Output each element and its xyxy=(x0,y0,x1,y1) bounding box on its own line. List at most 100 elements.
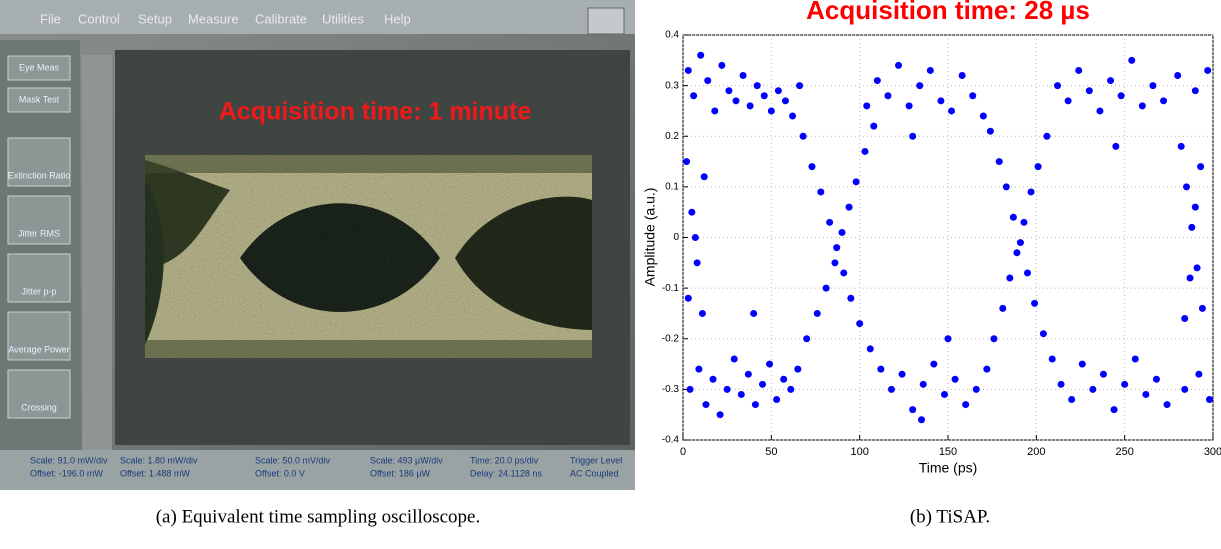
scatter-point xyxy=(1078,360,1086,368)
scatter-point xyxy=(1163,401,1171,409)
scatter-point xyxy=(833,244,841,252)
scatter-point xyxy=(1174,72,1182,79)
scatter-point xyxy=(1177,142,1185,150)
menu-item: Calibrate xyxy=(255,11,307,26)
scatter-point xyxy=(1006,274,1014,282)
scatter-point xyxy=(813,309,821,317)
scatter-point xyxy=(718,61,726,69)
scatter-point xyxy=(1013,249,1021,257)
menu-item: Utilities xyxy=(322,11,364,26)
y-tick-label: 0 xyxy=(673,232,679,243)
scatter-point xyxy=(700,173,708,181)
menu-item: Help xyxy=(384,11,411,26)
status-text: Trigger Level xyxy=(570,455,622,465)
x-axis-label: Time (ps) xyxy=(919,460,978,476)
scatter-point xyxy=(845,203,853,211)
x-tick-label: 50 xyxy=(765,446,777,458)
scatter-point xyxy=(684,66,692,74)
button-label: Eye Meas xyxy=(19,62,60,72)
scatter-point xyxy=(766,360,774,368)
scatter-point xyxy=(817,188,825,196)
button-label: Average Power xyxy=(8,344,69,354)
y-tick-label: 0.4 xyxy=(665,30,679,41)
status-text: Offset: -196.0 mW xyxy=(30,468,103,478)
scatter-point xyxy=(1075,66,1083,74)
scatter-point xyxy=(751,401,759,409)
scatter-point xyxy=(1085,87,1093,95)
scatter-point xyxy=(759,380,766,388)
scatter-point xyxy=(870,122,878,130)
scatter-point xyxy=(898,370,906,378)
scatter-point xyxy=(838,228,846,236)
scatter-point xyxy=(1054,82,1062,90)
scatter-point xyxy=(1048,355,1056,363)
scatter-point xyxy=(1198,304,1206,312)
scatter-point xyxy=(940,390,948,398)
button-label: Jitter RMS xyxy=(18,228,60,238)
scatter-point xyxy=(1191,87,1199,95)
scatter-point xyxy=(1020,218,1028,226)
scatter-point xyxy=(773,396,781,403)
scatter-point xyxy=(958,72,966,79)
status-text: Scale: 493 µW/div xyxy=(370,455,443,465)
scatter-point xyxy=(730,355,738,363)
x-tick-label: 300 xyxy=(1204,446,1221,458)
status-text: Delay: 24.1128 ns xyxy=(470,468,542,478)
scatter-point xyxy=(866,345,874,353)
scatter-point xyxy=(803,335,811,343)
scatter-point xyxy=(877,365,885,373)
scatter-point xyxy=(716,411,724,419)
scatter-point xyxy=(951,375,959,383)
status-text: Time: 20.0 ps/div xyxy=(470,455,539,465)
scatter-point xyxy=(840,269,848,277)
scatter-point xyxy=(1027,188,1035,196)
status-bar xyxy=(0,450,635,490)
scatter-point xyxy=(1205,396,1213,403)
scatter-point xyxy=(979,112,987,120)
x-tick-label: 200 xyxy=(1027,446,1045,458)
scatter-point xyxy=(799,132,807,140)
scatter-point xyxy=(1099,370,1107,378)
scatter-point xyxy=(808,163,816,171)
scatter-point xyxy=(1121,380,1129,388)
scatter-point xyxy=(1064,97,1072,105)
scatter-point xyxy=(986,127,994,135)
scatter-point xyxy=(739,72,747,79)
scatter-point xyxy=(1002,183,1010,191)
y-tick-label: 0.3 xyxy=(665,80,679,91)
button-label: Extinction Ratio xyxy=(8,170,71,180)
button-label: Jitter p-p xyxy=(21,286,56,296)
scatter-point xyxy=(704,77,712,85)
status-text: Scale: 50.0 mV/div xyxy=(255,455,331,465)
scatter-point xyxy=(1152,375,1160,383)
scatter-point xyxy=(684,294,692,302)
scatter-point xyxy=(1191,203,1199,211)
caption: (b) TiSAP. xyxy=(910,506,990,527)
scatter-point xyxy=(852,178,860,186)
status-text: Scale: 1.80 mW/div xyxy=(120,455,198,465)
scatter-point xyxy=(789,112,797,120)
scatter-point xyxy=(750,309,758,317)
x-tick-label: 150 xyxy=(939,446,957,458)
scatter-point xyxy=(944,335,952,343)
scatter-point xyxy=(686,385,694,393)
scatter-point xyxy=(1024,269,1031,277)
scatter-point xyxy=(683,158,691,166)
scatter-point xyxy=(796,82,804,90)
scatter-point xyxy=(787,385,795,393)
scatter-point xyxy=(926,66,934,74)
scatter-point xyxy=(1149,82,1157,90)
scatter-point xyxy=(753,82,761,90)
menu-button xyxy=(7,137,71,187)
status-text: Scale: 91.0 mW/div xyxy=(30,455,108,465)
scatter-point xyxy=(948,107,956,115)
y-axis-label: Amplitude (a.u.) xyxy=(642,188,658,287)
scatter-point xyxy=(1112,142,1120,150)
scatter-point xyxy=(1188,223,1196,231)
menu-button xyxy=(7,311,71,361)
status-text: Offset: 1.488 mW xyxy=(120,468,190,478)
menu-button xyxy=(7,253,71,303)
scatter-point xyxy=(1009,213,1017,221)
scatter-point xyxy=(1043,132,1051,140)
scatter-point xyxy=(972,385,980,393)
